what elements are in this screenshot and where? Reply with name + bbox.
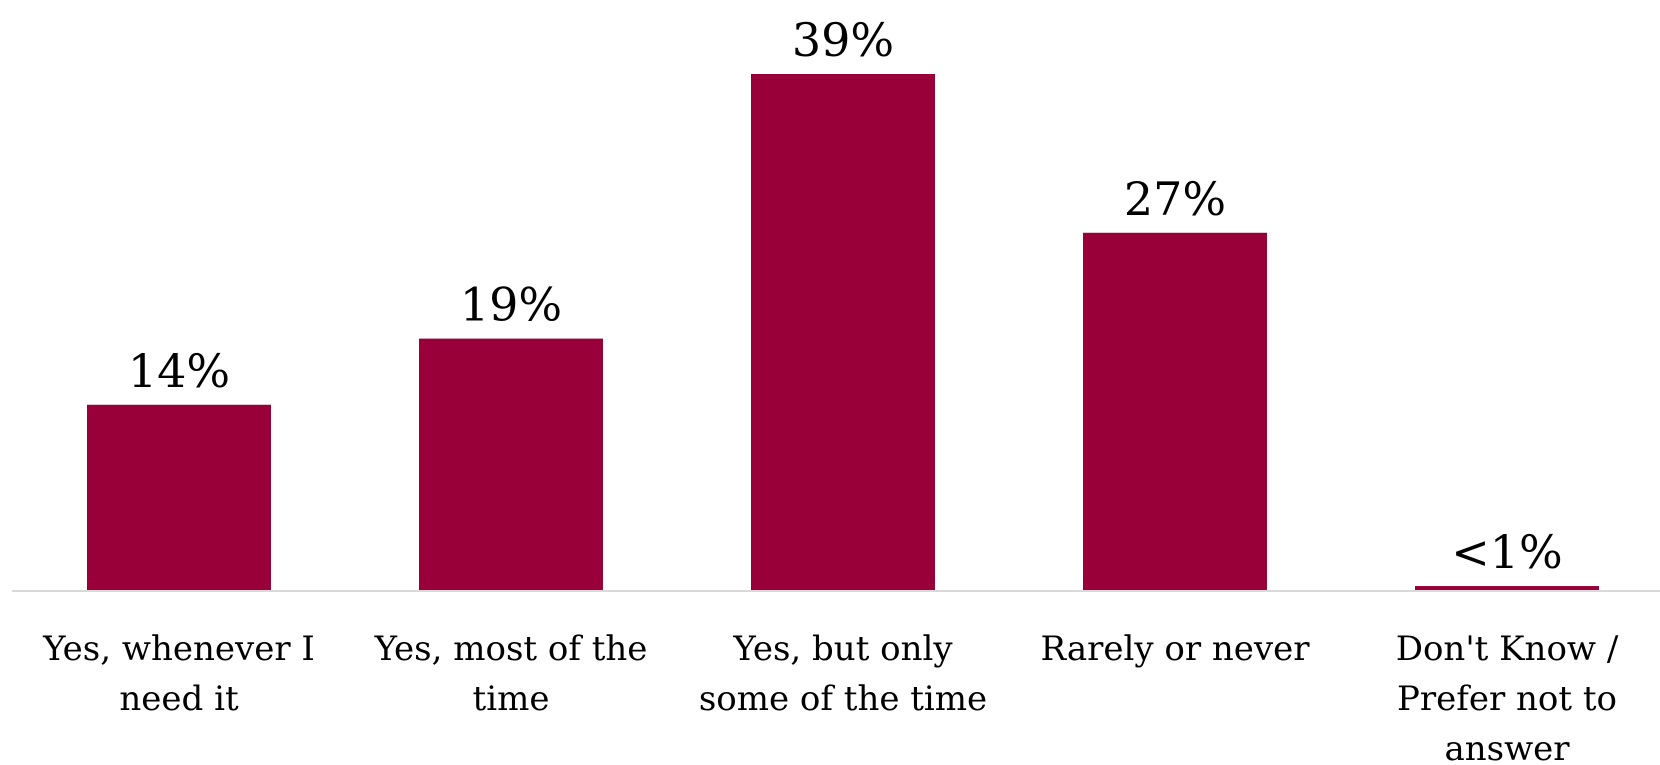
bar-3 [1083, 232, 1267, 590]
data-label-4: <1% [1451, 525, 1563, 579]
category-label-2-line-1: some of the time [699, 679, 987, 719]
data-label-0: 14% [128, 344, 230, 398]
category-label-0-line-1: need it [119, 679, 239, 719]
bars-group [87, 74, 1599, 590]
category-label-4: Don't Know / Prefer not to answer [1396, 629, 1619, 765]
category-label-1: Yes, most of the time [374, 629, 648, 719]
category-label-3: Rarely or never [1040, 629, 1310, 669]
data-label-2: 39% [792, 13, 894, 67]
bar-0 [87, 404, 271, 590]
category-label-0: Yes, whenever I need it [42, 629, 315, 719]
category-label-3-line-0: Rarely or never [1040, 629, 1310, 669]
bar-1 [419, 338, 603, 590]
category-label-4-line-2: answer [1444, 729, 1570, 765]
data-label-3: 27% [1124, 172, 1226, 226]
bar-4 [1415, 586, 1599, 590]
category-label-1-line-1: time [473, 679, 550, 719]
category-label-1-line-0: Yes, most of the [374, 629, 648, 669]
category-label-4-line-0: Don't Know / [1396, 629, 1619, 669]
category-label-0-line-0: Yes, whenever I [42, 629, 315, 669]
category-label-2: Yes, but only some of the time [699, 629, 987, 719]
data-label-1: 19% [460, 278, 562, 332]
category-label-2-line-0: Yes, but only [732, 629, 953, 669]
category-labels-group: Yes, whenever I need it Yes, most of the ti… [42, 629, 1619, 765]
category-label-4-line-1: Prefer not to [1397, 679, 1617, 719]
data-labels-group: 14% 19% 39% 27% <1% [128, 13, 1563, 579]
bar-2 [751, 74, 935, 590]
